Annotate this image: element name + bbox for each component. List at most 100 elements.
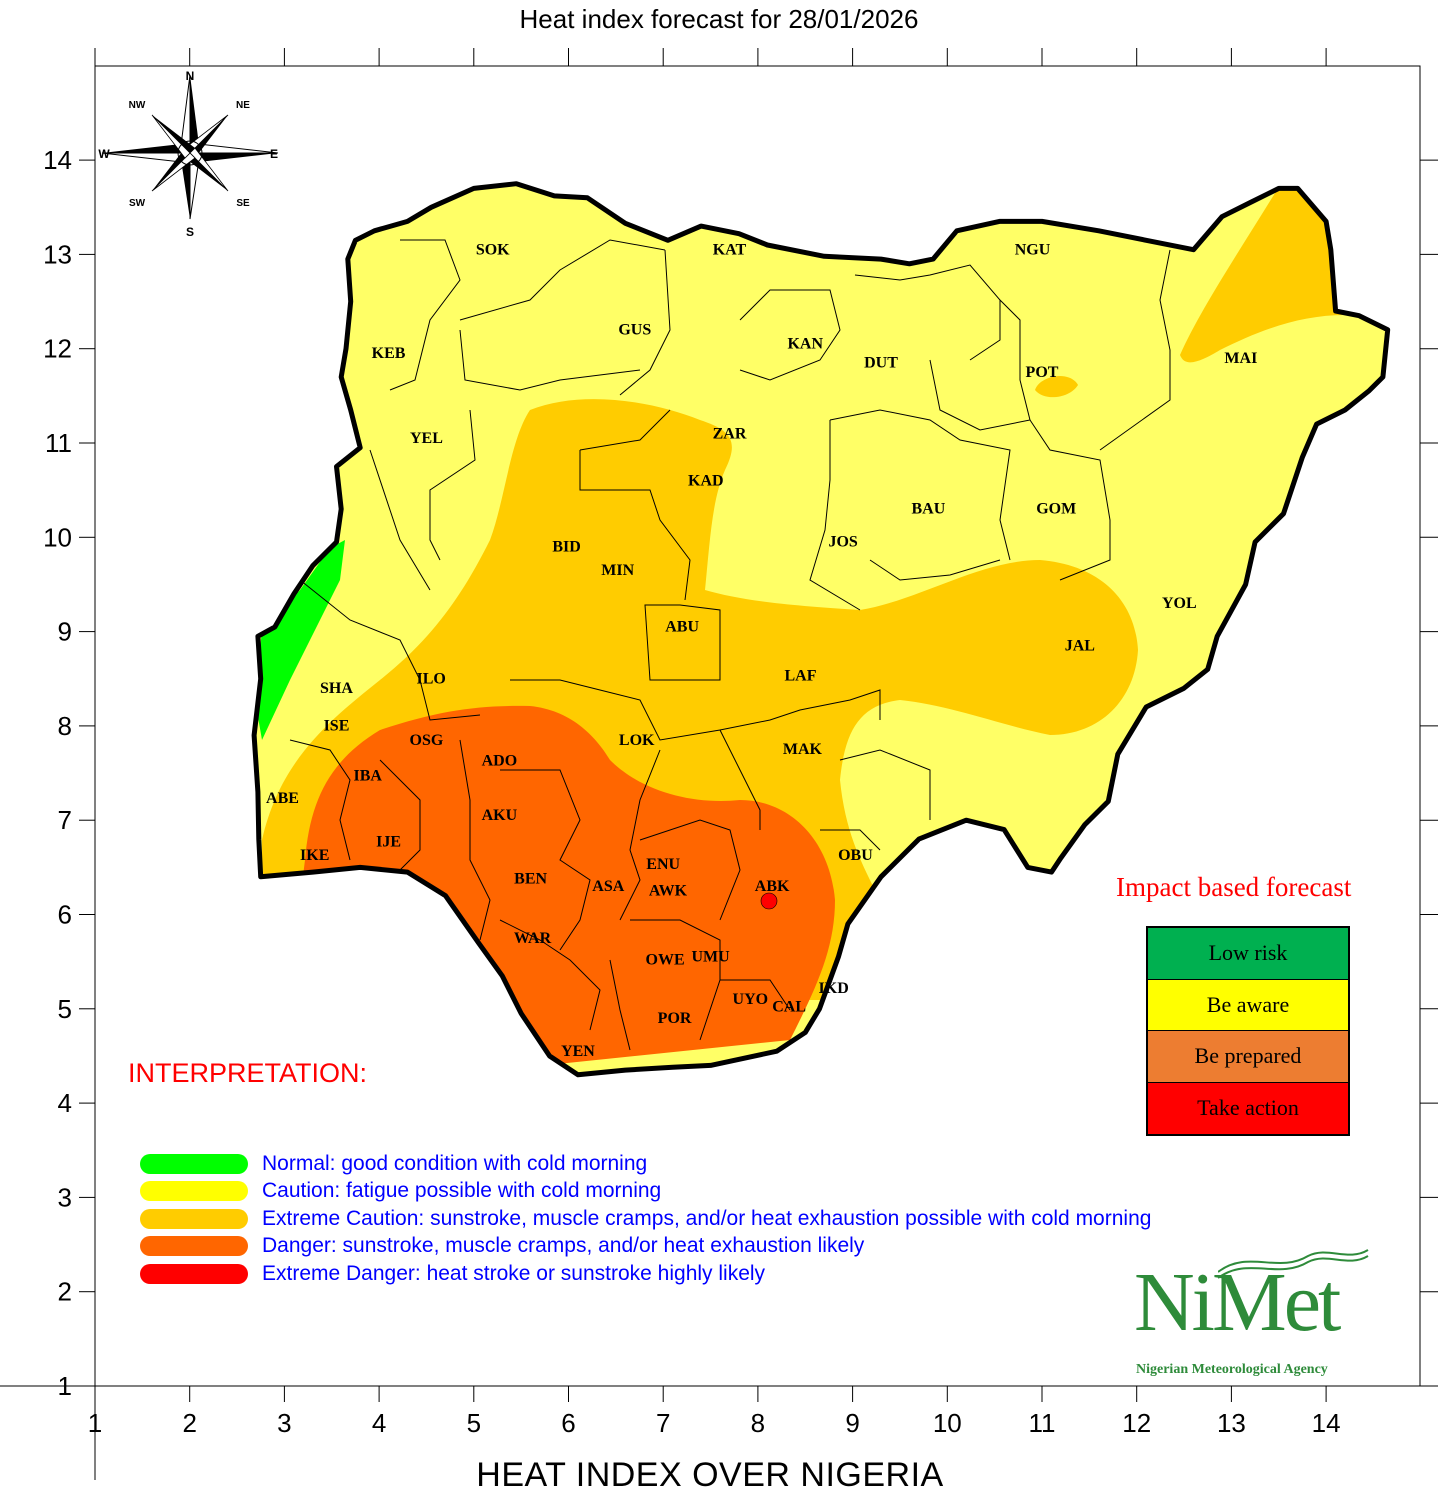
legend-swatch [140,1181,248,1202]
state-label-sha: SHA [320,680,353,697]
legend-item-extreme-danger: Extreme Danger: heat stroke or sunstroke… [140,1260,1151,1288]
state-label-yen: YEN [561,1043,595,1060]
nigeria-boundary [251,181,1391,1078]
state-label-ado: ADO [482,753,518,770]
legend-swatch [140,1208,248,1229]
state-label-obu: OBU [838,847,873,864]
impact-title: Impact based forecast [1116,872,1352,902]
y-tick-label: 12 [43,334,72,364]
state-label-war: WAR [514,930,552,947]
logo-wordmark: NiMet [1134,1256,1341,1349]
compass-arm [102,143,190,153]
x-tick-label: 4 [372,1408,386,1438]
state-label-sok: SOK [476,241,510,258]
legend-text: Normal: good condition with cold morning [262,1151,648,1175]
state-label-cal: CAL [772,999,806,1016]
state-label-osg: OSG [410,732,444,749]
x-tick-label: 7 [656,1408,670,1438]
x-tick-label: 14 [1312,1408,1341,1438]
impact-row-be-aware: Be aware [1148,979,1348,1031]
state-label-pot: POT [1026,364,1059,381]
state-label-owe: OWE [646,951,685,968]
legend-text: Caution: fatigue possible with cold morn… [262,1179,662,1203]
state-label-por: POR [658,1010,692,1027]
state-label-uyo: UYO [733,991,769,1008]
state-label-zar: ZAR [713,425,747,442]
zone-normal [255,540,345,740]
y-tick-label: 5 [58,994,72,1024]
state-label-jos: JOS [828,534,857,551]
y-tick-label: 7 [58,805,72,835]
x-tick-label: 12 [1122,1408,1151,1438]
legend-item-normal: Normal: good condition with cold morning [140,1150,1151,1178]
y-tick-label: 10 [43,522,72,552]
y-tick-label: 11 [45,428,72,458]
state-label-abk: ABK [755,878,790,895]
state-label-mai: MAI [1224,350,1257,367]
state-label-kan: KAN [787,336,823,353]
state-label-keb: KEB [372,345,406,362]
x-tick-label: 2 [182,1408,196,1438]
compass-arm [151,152,196,192]
compass-label: NW [129,100,146,111]
state-label-laf: LAF [785,668,817,685]
x-tick-label: 3 [277,1408,291,1438]
state-label-kad: KAD [688,472,724,489]
state-label-bid: BID [552,538,580,555]
state-label-iba: IBA [354,768,383,785]
x-tick-label: 11 [1029,1408,1056,1438]
legend-text: Extreme Caution: sunstroke, muscle cramp… [262,1206,1152,1230]
compass-label: NE [236,100,250,111]
state-label-ike: IKE [300,847,329,864]
state-label-umu: UMU [691,949,730,966]
y-tick-label: 9 [58,617,72,647]
state-label-lok: LOK [619,732,655,749]
legend-swatch [140,1153,248,1174]
legend-text: Extreme Danger: heat stroke or sunstroke… [262,1261,766,1285]
state-label-yol: YOL [1162,595,1197,612]
y-tick-label: 14 [43,145,72,175]
impact-row-be-prepared: Be prepared [1148,1031,1348,1083]
y-tick-label: 13 [43,239,72,269]
y-tick-label: 3 [58,1182,72,1212]
compass-label: W [98,147,110,161]
state-label-asa: ASA [592,878,624,895]
compass-label: N [186,69,195,83]
compass-arm [185,153,228,191]
state-label-bau: BAU [911,501,945,518]
state-label-kat: KAT [713,241,747,258]
state-label-dut: DUT [864,355,898,372]
x-tick-label: 9 [845,1408,859,1438]
state-label-abu: ABU [665,619,699,636]
state-label-mak: MAK [783,741,823,758]
legend-swatch [140,1236,248,1257]
state-labels: SOK KAT NGU KEB GUS KAN DUT POT MAI YEL ZAR KAD BAU G… [266,241,1257,1060]
interpretation-legend: Normal: good condition with cold morning… [140,1150,1151,1288]
legend-swatch [140,1263,248,1284]
state-label-gus: GUS [618,322,651,339]
legend-text: Danger: sunstroke, muscle cramps, and/or… [262,1234,865,1258]
legend-item-danger: Danger: sunstroke, muscle cramps, and/or… [140,1233,1151,1261]
compass-arm [152,115,195,153]
nimet-logo: NiMet Nigerian Meteorological Agency [1128,1244,1378,1384]
state-label-yel: YEL [410,430,443,447]
compass-arm [152,148,190,191]
legend-item-caution: Caution: fatigue possible with cold morn… [140,1178,1151,1206]
x-tick-label: 13 [1217,1408,1246,1438]
state-label-awk: AWK [649,883,688,900]
compass-label: E [270,147,278,161]
logo-wave-icon [1218,1249,1369,1279]
compass-arm [190,75,200,153]
y-tick-label: 2 [58,1277,72,1307]
x-tick-label: 5 [467,1408,481,1438]
impact-legend: Low risk Be aware Be prepared Take actio… [1146,926,1350,1136]
zone-extreme-caution-north [1180,185,1345,363]
impact-row-take-action: Take action [1148,1082,1348,1134]
state-label-ben: BEN [514,870,547,887]
page-title: Heat index forecast for 28/01/2026 [519,4,919,34]
state-label-jal: JAL [1065,637,1095,654]
impact-row-low-risk: Low risk [1148,928,1348,980]
x-tick-label: 10 [933,1408,962,1438]
state-label-aku: AKU [482,807,518,824]
y-tick-label: 8 [58,711,72,741]
